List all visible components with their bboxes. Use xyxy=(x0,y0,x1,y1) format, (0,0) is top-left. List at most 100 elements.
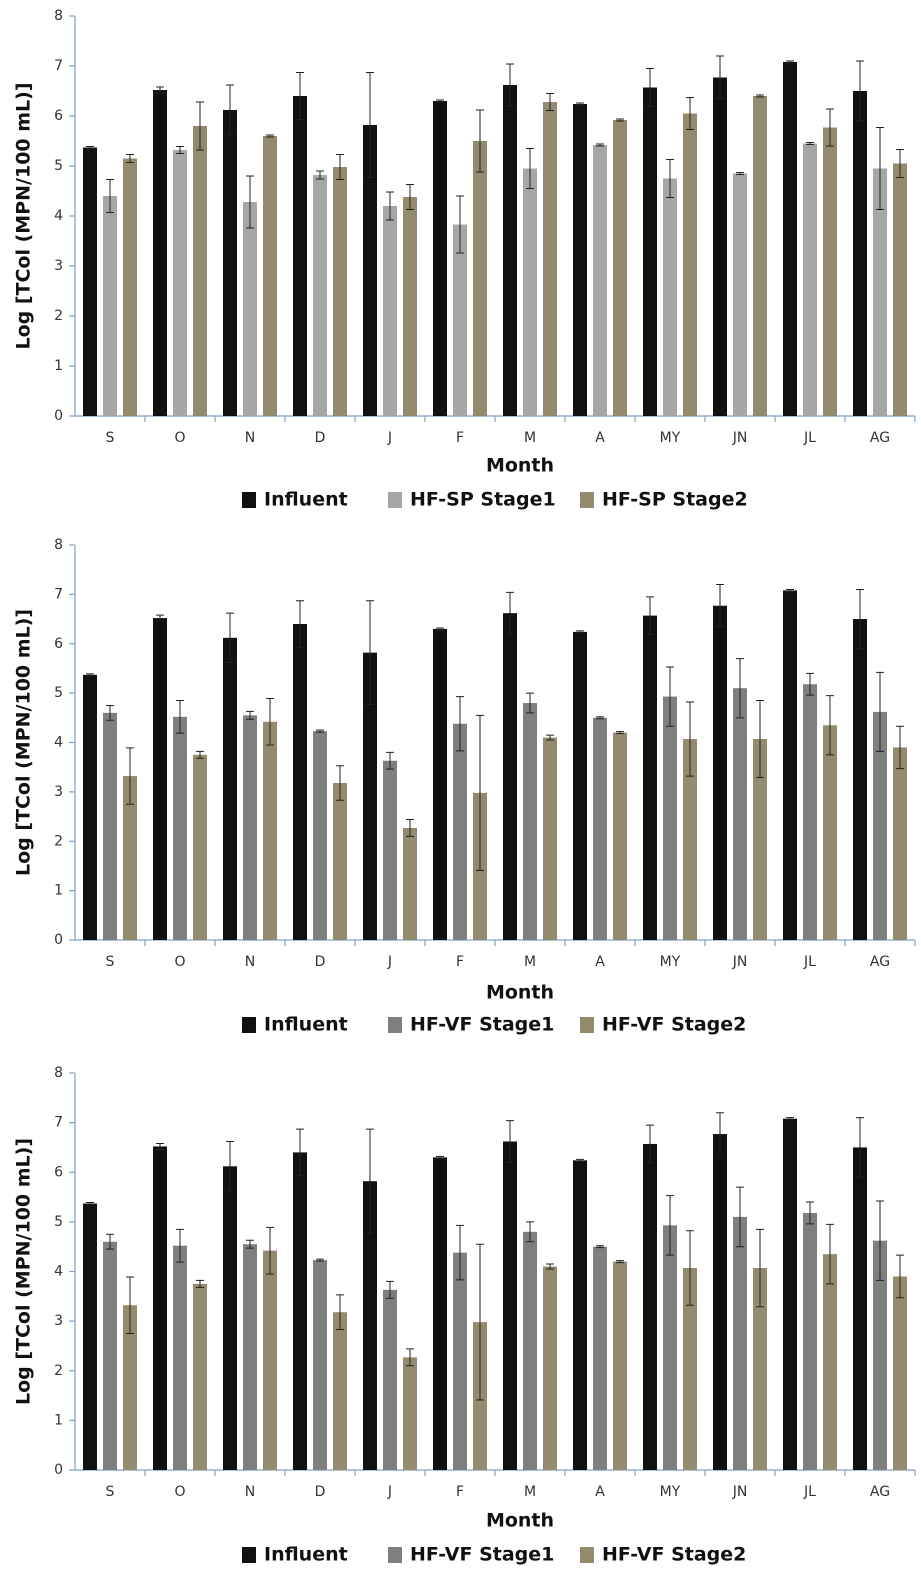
error-bar xyxy=(686,701,694,777)
error-bar xyxy=(436,1155,444,1159)
error-bar xyxy=(876,671,884,752)
error-bar xyxy=(506,591,514,635)
legend-label: HF-VF Stage1 xyxy=(410,1544,554,1566)
x-tick-label: O xyxy=(174,1484,185,1500)
error-bar xyxy=(86,673,94,677)
error-bar xyxy=(686,1230,694,1306)
legend-swatch xyxy=(242,1017,256,1033)
legend-label: HF-VF Stage2 xyxy=(602,1014,746,1036)
bar xyxy=(893,1276,907,1470)
y-tick-label: 7 xyxy=(54,586,63,602)
error-bar xyxy=(826,695,834,756)
bar xyxy=(263,1250,277,1470)
bar xyxy=(573,631,587,940)
y-tick-label: 0 xyxy=(54,1462,63,1478)
error-bar xyxy=(156,1142,164,1150)
error-bar xyxy=(576,1158,584,1162)
bar xyxy=(103,196,117,416)
bar xyxy=(783,590,797,940)
error-bar xyxy=(406,184,414,210)
error-bar xyxy=(756,700,764,779)
error-bar xyxy=(476,714,484,871)
bar xyxy=(803,684,817,940)
legend-label: HF-VF Stage2 xyxy=(602,1544,746,1566)
y-tick-label: 8 xyxy=(54,8,63,24)
bar xyxy=(573,1160,587,1470)
x-tick-label: AG xyxy=(870,1484,890,1500)
bar xyxy=(103,712,117,940)
bar xyxy=(753,96,767,416)
bar xyxy=(663,1225,677,1470)
y-tick-label: 2 xyxy=(54,1363,63,1379)
error-bar xyxy=(336,1294,344,1331)
x-tick-label: MY xyxy=(660,954,681,970)
bar xyxy=(243,1244,257,1470)
error-bar xyxy=(876,1200,884,1281)
bar xyxy=(363,652,377,940)
x-tick-label: M xyxy=(524,1484,536,1500)
error-bar xyxy=(546,734,554,741)
y-tick-label: 1 xyxy=(54,358,63,374)
error-bar xyxy=(596,716,604,720)
bar xyxy=(853,1147,867,1470)
bar xyxy=(663,178,677,416)
y-tick-label: 8 xyxy=(54,537,63,553)
legend-swatch xyxy=(580,492,594,508)
error-bar xyxy=(736,1186,744,1248)
bar xyxy=(123,158,137,416)
bar xyxy=(573,104,587,416)
bar xyxy=(593,1246,607,1470)
legend-label: Influent xyxy=(264,489,348,511)
error-bar xyxy=(226,612,234,664)
error-bar xyxy=(176,146,184,154)
y-tick-label: 0 xyxy=(54,932,63,948)
bar xyxy=(403,827,417,940)
error-bar xyxy=(896,1254,904,1299)
bar xyxy=(453,723,467,940)
error-bar xyxy=(716,584,724,628)
x-tick-label: N xyxy=(245,430,255,446)
bar xyxy=(753,1268,767,1470)
legend-swatch xyxy=(580,1547,594,1563)
error-bar xyxy=(406,819,414,837)
bar xyxy=(173,150,187,416)
error-bar xyxy=(856,60,864,122)
error-bar xyxy=(736,172,744,175)
bar xyxy=(803,143,817,416)
error-bar xyxy=(646,68,654,107)
bar xyxy=(713,605,727,940)
y-tick-label: 3 xyxy=(54,784,63,800)
error-bar xyxy=(616,1260,624,1264)
bar xyxy=(153,618,167,940)
y-axis-label: Log [TCol (MPN/100 mL)] xyxy=(13,1138,35,1405)
x-tick-label: S xyxy=(106,954,115,970)
bar xyxy=(543,102,557,416)
bar xyxy=(313,1260,327,1470)
legend-swatch xyxy=(388,1547,402,1563)
error-bar xyxy=(476,109,484,173)
error-bar xyxy=(456,696,464,752)
bar xyxy=(433,1157,447,1470)
bar xyxy=(663,696,677,940)
y-axis-label: Log [TCol (MPN/100 mL)] xyxy=(13,82,35,349)
legend-swatch xyxy=(242,492,256,508)
error-bar xyxy=(176,1228,184,1263)
error-bar xyxy=(856,1117,864,1178)
error-bar xyxy=(296,600,304,648)
bar xyxy=(123,1305,137,1470)
x-tick-label: MY xyxy=(660,1484,681,1500)
bar xyxy=(503,85,517,416)
bar xyxy=(433,628,447,940)
error-bar xyxy=(826,1223,834,1285)
bar xyxy=(643,615,657,940)
error-bar xyxy=(806,1201,814,1225)
bar xyxy=(873,168,887,416)
error-bar xyxy=(226,1140,234,1192)
bar xyxy=(893,747,907,940)
bar xyxy=(683,739,697,940)
y-tick-label: 5 xyxy=(54,685,63,701)
error-bar xyxy=(386,191,394,221)
error-bar xyxy=(336,154,344,180)
bar xyxy=(613,732,627,940)
error-bar xyxy=(576,630,584,634)
